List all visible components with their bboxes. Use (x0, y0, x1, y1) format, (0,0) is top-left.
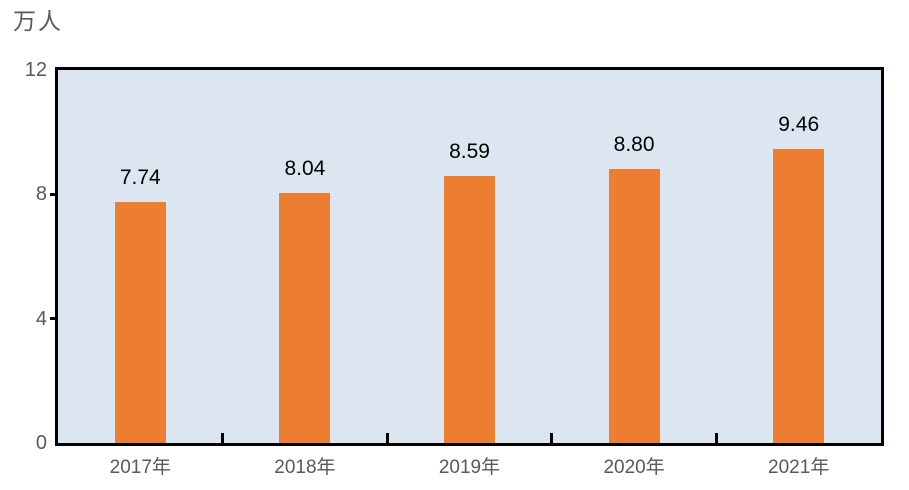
x-axis-category-label: 2017年 (109, 457, 171, 478)
x-axis-tick-mark (550, 433, 554, 443)
x-axis-tick-mark (714, 433, 718, 443)
bar (608, 169, 660, 443)
x-axis-tick-mark (385, 433, 389, 443)
y-axis-tick-label: 8 (35, 183, 47, 206)
bar-value-label: 9.46 (778, 112, 820, 136)
y-axis-tick-label: 0 (35, 432, 47, 454)
bar-value-label: 8.59 (449, 140, 490, 163)
bar (279, 193, 331, 443)
bar (444, 176, 495, 443)
bar (114, 202, 166, 443)
bar (773, 148, 825, 443)
y-axis-tick-mark (50, 192, 58, 196)
x-axis-category-label: 2020年 (603, 457, 665, 478)
x-axis-category-label: 2021年 (768, 457, 830, 478)
bar-value-label: 7.74 (119, 166, 161, 190)
y-axis-tick-label: 12 (24, 59, 47, 81)
x-axis-category-label: 2018年 (274, 457, 336, 478)
y-axis-unit-label: 万人 (13, 8, 63, 34)
x-axis-category-label: 2019年 (438, 457, 501, 478)
plot-area: 7.74 8.04 8.59 8.80 9.46 (55, 67, 884, 446)
bar-value-label: 8.04 (284, 157, 326, 181)
bar-value-label: 8.80 (613, 133, 655, 157)
y-axis-tick-label: 4 (35, 307, 47, 330)
x-axis-tick-mark (221, 433, 225, 443)
y-axis-tick-mark (50, 317, 58, 321)
